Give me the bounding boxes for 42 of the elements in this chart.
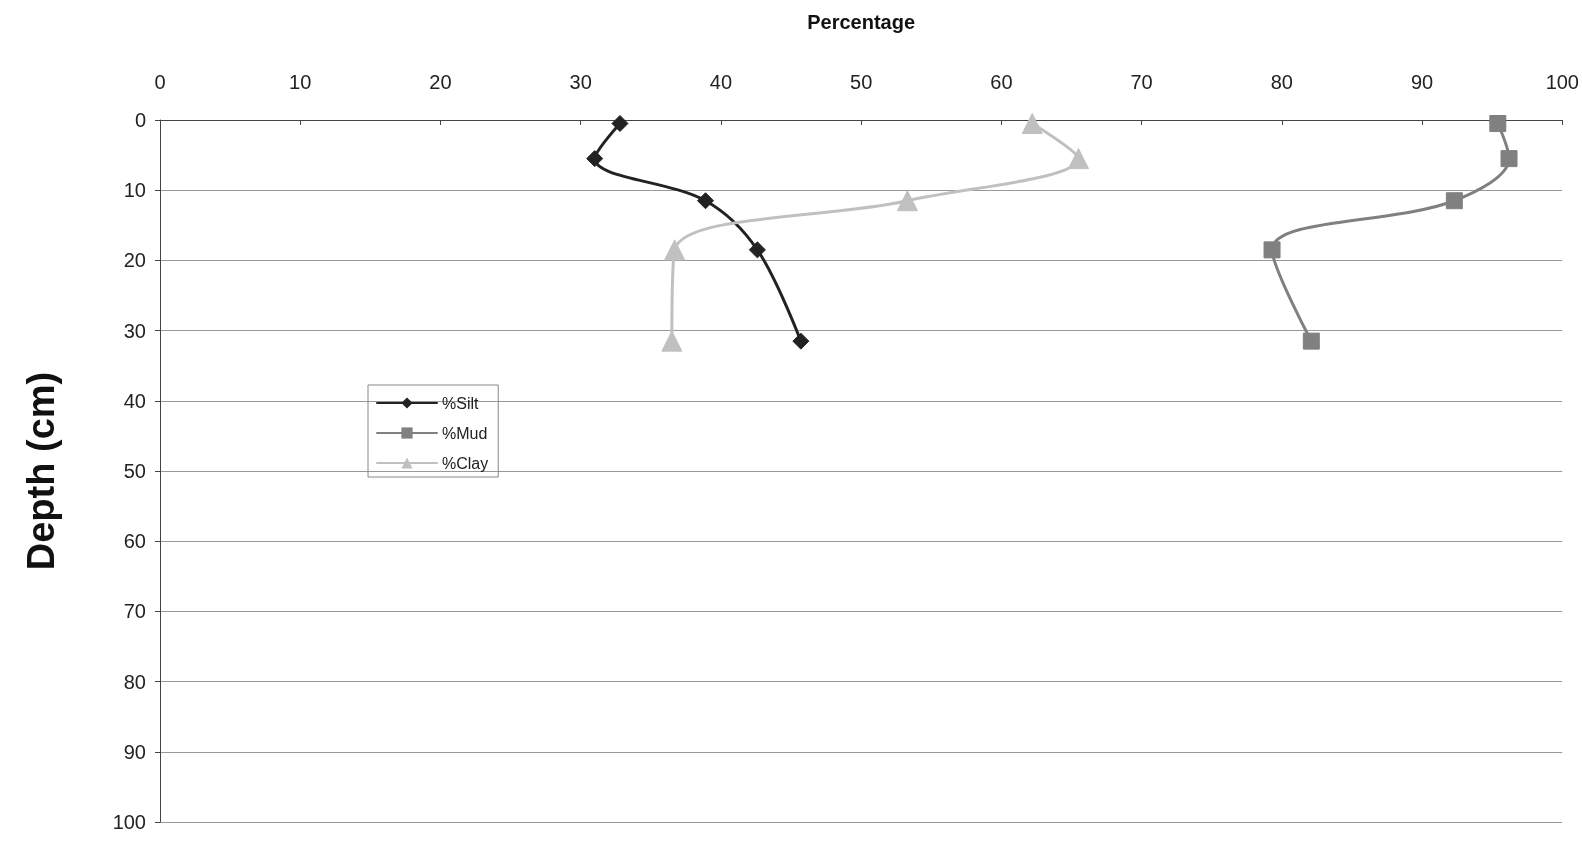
y-tick-label: 80: [123, 670, 146, 693]
x-tick-label: 70: [1130, 71, 1153, 93]
x-tick-label: 30: [569, 71, 592, 93]
x-tick-label: 0: [154, 71, 166, 93]
y-axis-title: Depth (cm): [20, 371, 62, 571]
x-tick-label: 80: [1270, 71, 1293, 93]
point: [1445, 192, 1463, 210]
y-tick-label: 70: [123, 600, 146, 623]
point: [792, 332, 810, 350]
y-tick-label: 30: [123, 319, 146, 342]
x-axis-title: Percentage: [807, 11, 916, 33]
x-tick-label: 20: [429, 71, 452, 93]
x-tick-label: 50: [850, 71, 873, 93]
point: [748, 241, 766, 259]
point: [1302, 332, 1320, 350]
y-tick-label: 20: [123, 249, 146, 272]
point: [1263, 241, 1281, 259]
point: [661, 330, 683, 352]
legend-label: %Clay: [442, 454, 489, 472]
x-tick-label: 60: [990, 71, 1013, 93]
point: [1489, 115, 1507, 133]
legend-label: %Mud: [442, 424, 488, 442]
point: [586, 150, 604, 168]
point: [1500, 150, 1518, 168]
x-tick-label: 90: [1410, 71, 1434, 93]
point: [697, 192, 714, 210]
point: [611, 115, 629, 133]
y-tick-label: 90: [123, 740, 146, 763]
x-tick-label: 100: [1545, 71, 1579, 93]
y-tick-label: 0: [134, 109, 146, 131]
point: [1068, 148, 1090, 170]
point: [896, 190, 918, 212]
x-tick-label: 10: [289, 71, 312, 93]
y-tick-label: 40: [123, 389, 146, 412]
legend-label: %Silt: [442, 394, 480, 412]
x-tick-label: 40: [709, 71, 733, 93]
point: [1021, 113, 1043, 135]
point: [664, 239, 686, 261]
y-tick-label: 50: [123, 460, 146, 482]
y-tick-label: 100: [112, 811, 146, 833]
y-tick-label: 60: [123, 530, 146, 553]
y-tick-label: 10: [123, 179, 146, 202]
